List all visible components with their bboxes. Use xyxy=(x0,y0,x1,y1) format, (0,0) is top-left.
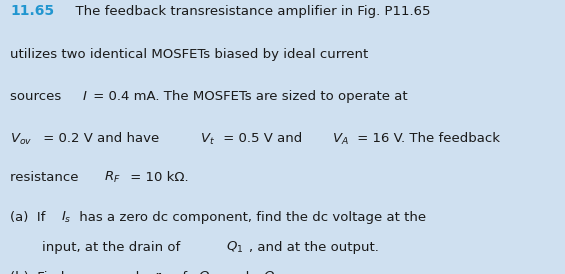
Text: $V_t$: $V_t$ xyxy=(199,132,215,147)
Text: $V_{ov}$: $V_{ov}$ xyxy=(10,132,33,147)
Text: (a)  If: (a) If xyxy=(10,211,50,224)
Text: .: . xyxy=(286,271,290,274)
Text: = 16 V. The feedback: = 16 V. The feedback xyxy=(354,133,501,145)
Text: = 0.5 V and: = 0.5 V and xyxy=(219,133,306,145)
Text: utilizes two identical MOSFETs biased by ideal current: utilizes two identical MOSFETs biased by… xyxy=(10,48,368,61)
Text: and: and xyxy=(110,271,144,274)
Text: $Q_1$: $Q_1$ xyxy=(198,270,215,274)
Text: $I$: $I$ xyxy=(82,90,88,103)
Text: of: of xyxy=(170,271,192,274)
Text: = 10 kΩ.: = 10 kΩ. xyxy=(125,171,188,184)
Text: $R_F$: $R_F$ xyxy=(104,170,121,185)
Text: = 0.4 mA. The MOSFETs are sized to operate at: = 0.4 mA. The MOSFETs are sized to opera… xyxy=(89,90,407,103)
Text: The feedback transresistance amplifier in Fig. P11.65: The feedback transresistance amplifier i… xyxy=(67,5,431,18)
Text: has a zero dc component, find the dc voltage at the: has a zero dc component, find the dc vol… xyxy=(75,211,426,224)
Text: $r_o$: $r_o$ xyxy=(154,271,166,274)
Text: and: and xyxy=(220,271,254,274)
Text: (b)  Find: (b) Find xyxy=(10,271,69,274)
Text: resistance: resistance xyxy=(10,171,83,184)
Text: sources: sources xyxy=(10,90,66,103)
Text: 11.65: 11.65 xyxy=(10,4,54,18)
Text: $Q_1$: $Q_1$ xyxy=(226,240,244,255)
Text: = 0.2 V and have: = 0.2 V and have xyxy=(39,133,163,145)
Text: $I_s$: $I_s$ xyxy=(61,210,72,225)
Text: $Q_2$: $Q_2$ xyxy=(263,270,281,274)
Text: $V_A$: $V_A$ xyxy=(332,132,349,147)
Text: input, at the drain of: input, at the drain of xyxy=(42,241,185,254)
Text: $g_m$: $g_m$ xyxy=(86,272,105,274)
Text: , and at the output.: , and at the output. xyxy=(249,241,379,254)
